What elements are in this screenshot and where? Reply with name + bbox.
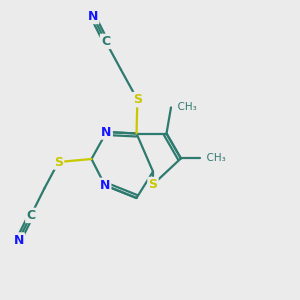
Text: N: N	[14, 233, 24, 247]
Text: N: N	[100, 179, 110, 192]
Text: CH₃: CH₃	[171, 102, 197, 112]
Text: N: N	[101, 125, 112, 139]
Text: S: S	[148, 178, 158, 191]
Text: S: S	[54, 155, 63, 169]
Text: S: S	[133, 93, 142, 106]
Text: CH₃: CH₃	[200, 153, 226, 164]
Text: C: C	[101, 35, 110, 48]
Text: C: C	[26, 209, 35, 222]
Text: N: N	[88, 10, 98, 23]
